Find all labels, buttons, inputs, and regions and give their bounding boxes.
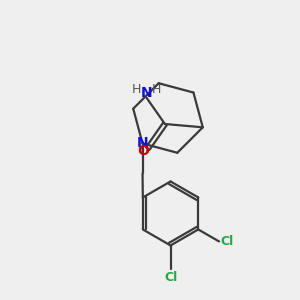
Text: N: N <box>141 86 152 100</box>
Text: Cl: Cl <box>164 271 177 284</box>
Text: H: H <box>132 83 141 96</box>
Text: N: N <box>137 136 148 151</box>
Text: Cl: Cl <box>220 235 234 248</box>
Text: H: H <box>152 83 161 96</box>
Text: O: O <box>137 144 148 158</box>
